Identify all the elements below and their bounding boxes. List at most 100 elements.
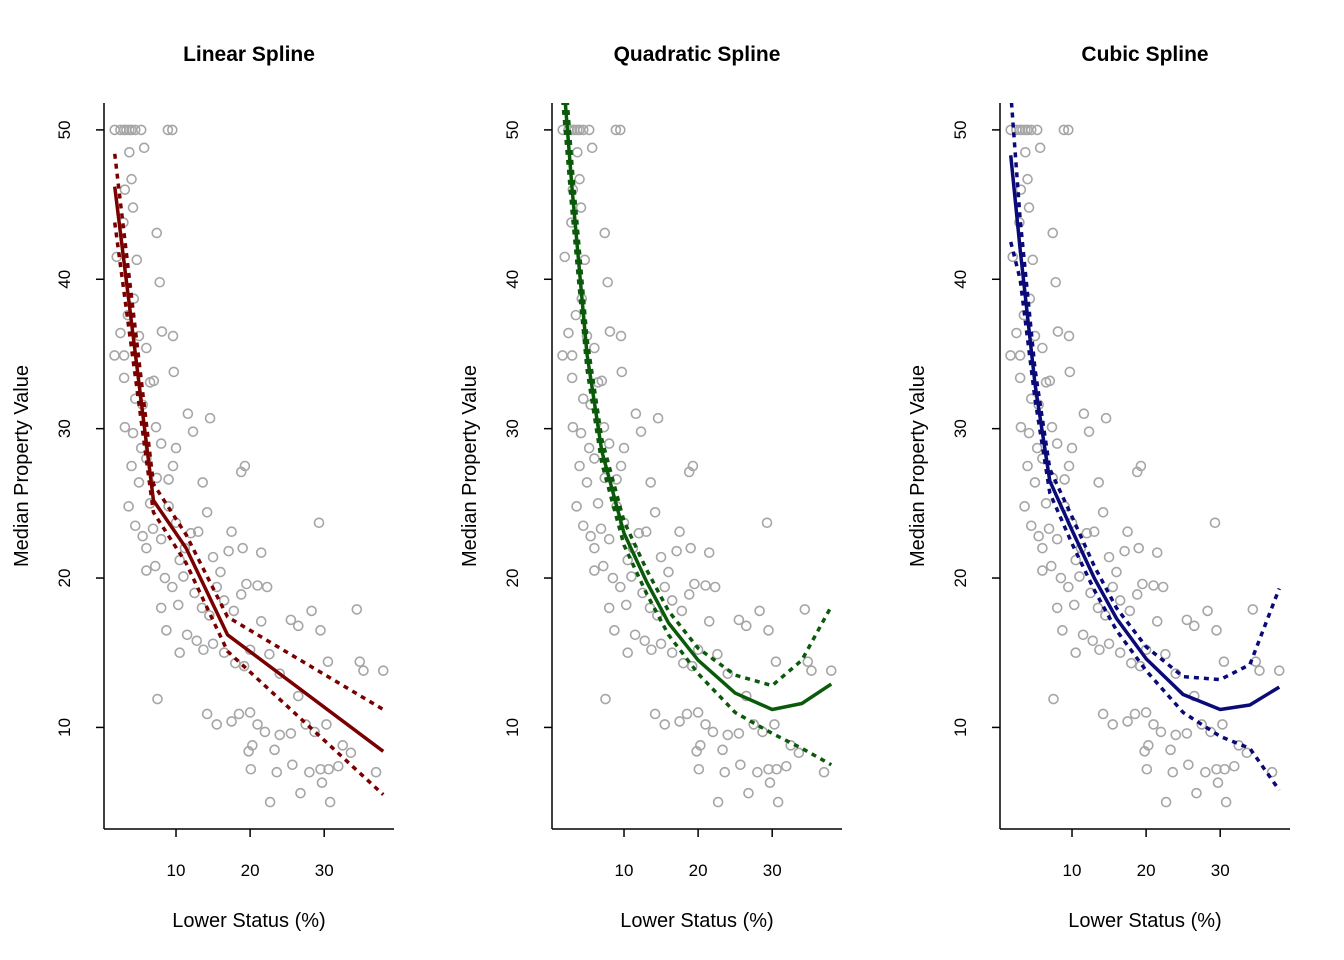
point	[201, 708, 213, 720]
point	[354, 656, 366, 667]
point	[1114, 647, 1126, 659]
point	[1247, 604, 1259, 615]
point	[733, 728, 745, 739]
point	[1160, 796, 1172, 808]
point	[592, 498, 604, 509]
point	[685, 542, 697, 554]
point	[201, 507, 213, 518]
point	[1124, 605, 1136, 617]
point	[752, 766, 763, 778]
point	[129, 124, 141, 136]
point	[683, 589, 695, 600]
y-tick-label: 10	[55, 718, 74, 737]
point	[1022, 460, 1033, 472]
point	[1023, 427, 1035, 439]
point	[226, 716, 237, 727]
confidence-line	[1009, 241, 1281, 792]
point	[154, 276, 166, 288]
point	[252, 580, 263, 591]
point	[172, 599, 184, 611]
point	[259, 726, 271, 738]
point	[571, 501, 582, 512]
point	[703, 547, 715, 558]
point	[167, 124, 178, 136]
point	[1107, 719, 1119, 730]
point	[306, 605, 317, 617]
point	[321, 719, 332, 730]
point	[174, 554, 186, 566]
x-tick-label: 30	[763, 861, 782, 880]
point	[170, 442, 182, 454]
point	[1170, 668, 1182, 679]
point	[633, 527, 645, 539]
point	[793, 747, 805, 759]
point	[1122, 716, 1133, 727]
point	[1059, 474, 1070, 485]
point	[313, 517, 325, 529]
point	[1191, 787, 1202, 799]
point	[1015, 184, 1027, 195]
point	[358, 665, 369, 676]
point	[712, 648, 723, 660]
point	[218, 595, 230, 606]
point	[748, 719, 759, 730]
point	[1181, 728, 1193, 739]
point	[763, 625, 774, 636]
point	[1119, 545, 1130, 557]
point	[292, 690, 304, 702]
point	[285, 614, 297, 626]
point	[663, 566, 674, 578]
point	[1088, 526, 1100, 538]
point	[187, 426, 199, 437]
point	[271, 766, 283, 778]
plot-area	[109, 124, 389, 808]
x-tick-label: 20	[1137, 861, 1156, 880]
point	[1092, 602, 1104, 614]
point	[666, 647, 678, 659]
point	[332, 760, 344, 772]
point	[149, 560, 161, 572]
point	[156, 326, 168, 337]
point	[351, 604, 363, 615]
point	[649, 708, 661, 720]
point	[602, 276, 614, 288]
point	[686, 660, 698, 672]
point	[1133, 542, 1145, 554]
x-axis-label: Lower Status (%)	[172, 910, 325, 932]
y-tick-label: 30	[951, 419, 970, 438]
point	[635, 426, 647, 437]
point	[228, 605, 240, 617]
x-axis-label: Lower Status (%)	[1068, 910, 1221, 932]
point	[799, 604, 811, 615]
point	[192, 526, 204, 538]
point	[557, 350, 568, 361]
point	[615, 581, 626, 593]
y-tick-label: 10	[951, 718, 970, 737]
fit-line	[113, 186, 385, 753]
point	[196, 602, 208, 614]
point	[589, 342, 600, 354]
point	[589, 565, 600, 576]
point	[1093, 477, 1104, 488]
point	[649, 507, 661, 518]
point	[204, 412, 216, 424]
point	[1220, 796, 1232, 808]
point	[167, 581, 178, 593]
y-axis-label: Median Property Value	[11, 365, 33, 567]
point	[151, 227, 163, 239]
point	[1029, 477, 1041, 488]
point	[295, 787, 306, 799]
point	[197, 477, 208, 488]
point	[616, 366, 628, 378]
point	[639, 635, 651, 647]
point	[269, 744, 280, 756]
point	[659, 719, 671, 730]
point	[825, 665, 837, 676]
point	[763, 763, 774, 775]
point	[167, 330, 179, 342]
point	[124, 146, 135, 158]
point	[1135, 460, 1147, 472]
y-tick-label: 20	[55, 569, 74, 588]
point	[226, 526, 237, 538]
